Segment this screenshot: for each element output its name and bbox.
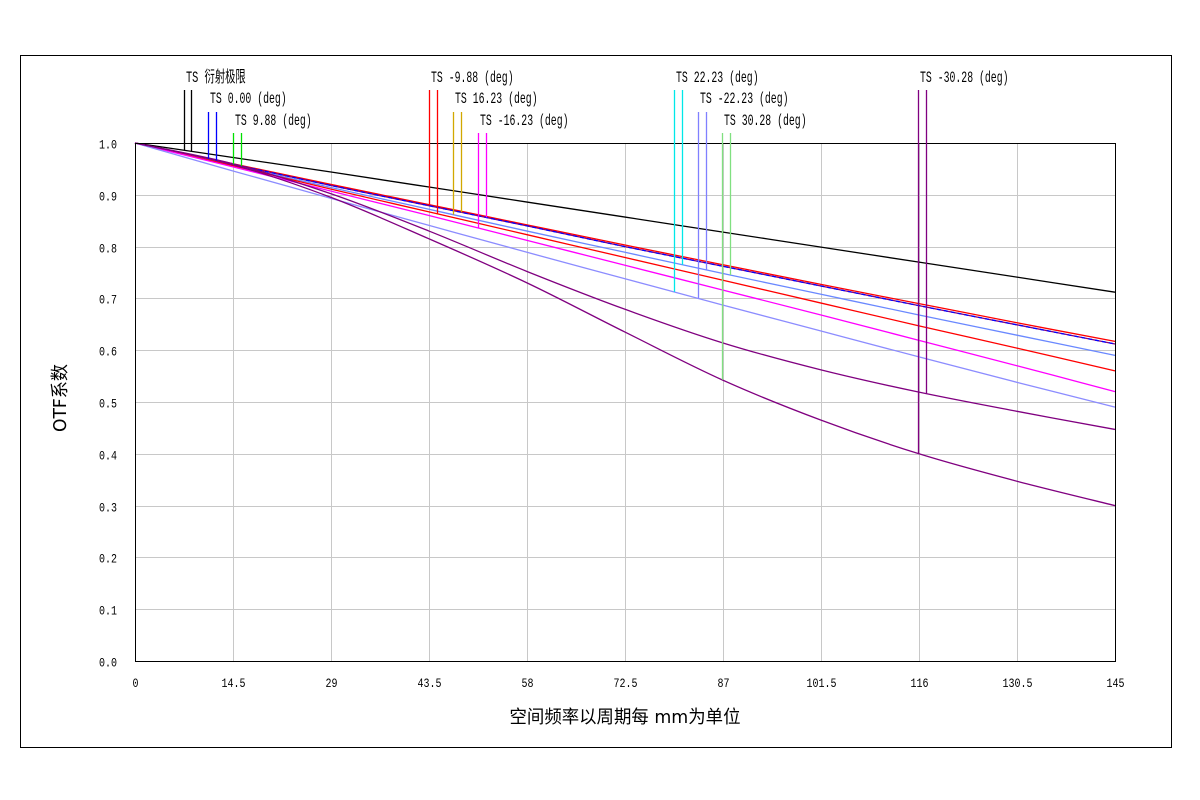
y-tick-label: 0.0 <box>99 656 117 671</box>
x-tick-label: 130.5 <box>1003 676 1033 691</box>
axis-tick-labels: 0 14.5 29 43.5 58 72.5 87 101.5 116 130.5 145 0.0 0.… <box>99 138 1125 692</box>
x-axis-label: 空间频率以周期每 mm为单位 <box>510 707 741 728</box>
x-tick-label: 101.5 <box>807 676 837 691</box>
legend-label: TS 9.88 (deg) <box>235 112 312 130</box>
curves <box>134 142 1116 507</box>
legend-label: TS 16.23 (deg) <box>455 90 538 108</box>
legend-label: TS -16.23 (deg) <box>480 112 569 130</box>
x-tick-label: 87 <box>718 676 730 691</box>
plot-area-border <box>135 143 1116 662</box>
grid <box>135 143 1115 661</box>
series-line-4 <box>134 142 1116 357</box>
series-line-0 <box>134 142 1116 293</box>
legend: TS 衍射极限 TS 0.00 (deg) TS 9.88 (deg) TS -9.8… <box>183 68 1009 454</box>
legend-label: TS 30.28 (deg) <box>724 112 807 130</box>
x-tick-label: 116 <box>911 676 929 691</box>
x-tick-label: 0 <box>133 676 139 691</box>
legend-label: TS 0.00 (deg) <box>210 90 287 108</box>
y-tick-label: 0.9 <box>99 190 117 205</box>
series-line-3 <box>134 142 1116 345</box>
x-tick-label: 14.5 <box>222 676 246 691</box>
series-line-8 <box>134 142 1116 431</box>
figure-border <box>20 55 1172 748</box>
y-tick-label: 0.3 <box>99 501 117 516</box>
x-tick-label: 43.5 <box>418 676 442 691</box>
y-axis-label: OTF系数 <box>50 364 71 432</box>
x-tick-label: 58 <box>522 676 534 691</box>
y-tick-label: 0.4 <box>99 449 117 464</box>
y-tick-label: 0.1 <box>99 604 117 619</box>
x-tick-label: 145 <box>1107 676 1125 691</box>
legend-label: TS -9.88 (deg) <box>431 69 514 87</box>
legend-label: TS 22.23 (deg) <box>676 69 759 87</box>
legend-label: TS 衍射极限 <box>186 68 246 87</box>
legend-label: TS -30.28 (deg) <box>920 69 1009 87</box>
y-tick-label: 0.2 <box>99 552 117 567</box>
series-line-7 <box>134 142 1116 408</box>
x-tick-label: 72.5 <box>614 676 638 691</box>
y-tick-label: 0.8 <box>99 242 117 257</box>
y-tick-label: 0.7 <box>99 293 117 308</box>
y-tick-label: 1.0 <box>99 138 117 153</box>
series-line-1 <box>134 142 1116 343</box>
x-tick-label: 29 <box>326 676 338 691</box>
series-line-9 <box>134 142 1116 507</box>
series-line-5 <box>134 142 1116 372</box>
y-tick-label: 0.5 <box>99 397 117 412</box>
y-tick-label: 0.6 <box>99 345 117 360</box>
legend-label: TS -22.23 (deg) <box>700 90 789 108</box>
